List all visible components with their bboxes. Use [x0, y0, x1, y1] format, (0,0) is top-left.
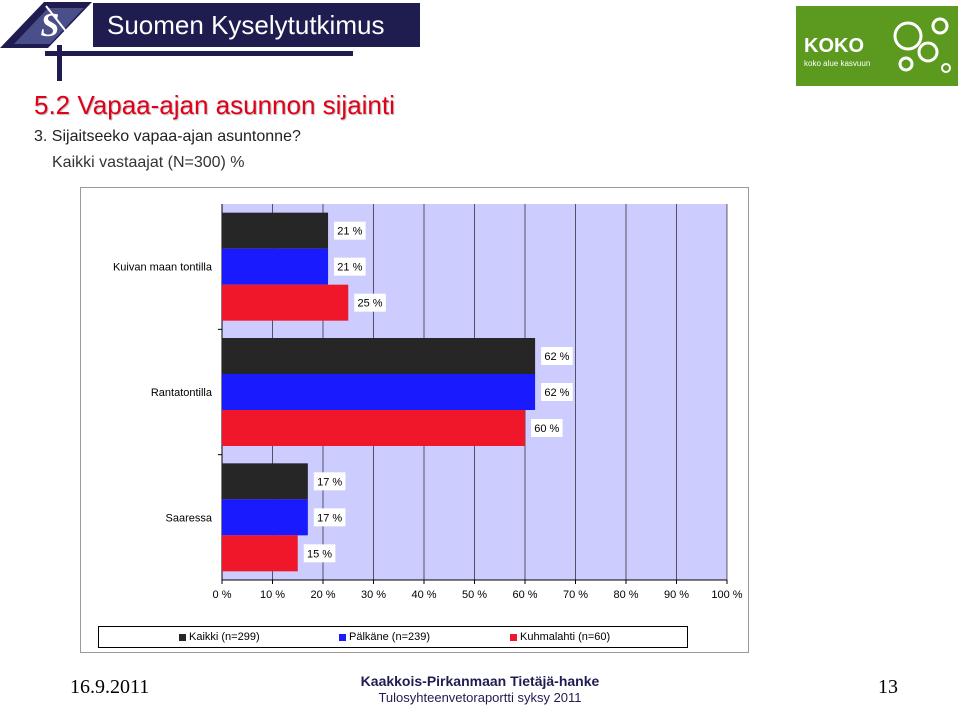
data-label-box	[541, 383, 573, 401]
x-tick-label: 70 %	[563, 589, 588, 601]
bar	[222, 499, 308, 536]
data-label-box	[354, 293, 386, 312]
bar	[222, 535, 298, 572]
data-label: 15 %	[307, 548, 332, 560]
legend-label: Pälkäne (n=239)	[349, 631, 431, 643]
footer-date: 16.9.2011	[70, 676, 150, 698]
x-tick-label: 100 %	[711, 589, 742, 601]
header-divider-vertical	[57, 45, 62, 81]
legend-swatch	[510, 633, 517, 641]
data-label-box	[313, 472, 346, 491]
x-tick-label: 30 %	[361, 589, 386, 601]
legend-swatch	[179, 633, 186, 641]
data-label: 62 %	[544, 351, 569, 363]
data-label-box	[531, 419, 563, 437]
bar	[222, 410, 525, 446]
bar	[222, 248, 329, 285]
data-label-box	[541, 347, 573, 365]
data-label-box	[313, 508, 346, 527]
page-number: 13	[878, 676, 898, 698]
bar	[222, 374, 536, 410]
x-tick-label: 80 %	[613, 589, 638, 601]
footer-project: Kaakkois-Pirkanmaan Tietäjä-hanke	[360, 673, 600, 689]
x-tick-label: 10 %	[260, 589, 285, 601]
legend-item-kuhmalahti: Kuhmalahti (n=60)	[510, 631, 610, 643]
legend-label: Kaikki (n=299)	[189, 631, 260, 643]
svg-text:KOKO: KOKO	[804, 35, 864, 57]
data-label: 21 %	[337, 262, 362, 274]
bar	[222, 463, 308, 500]
company-banner: Suomen Kyselytutkimus Oy	[93, 3, 420, 84]
bar	[222, 284, 349, 321]
x-tick-label: 40 %	[411, 589, 436, 601]
svg-text:koko alue kasvuun: koko alue kasvuun	[804, 59, 870, 68]
x-tick-label: 90 %	[664, 589, 689, 601]
chart-legend: Kaikki (n=299) Pälkäne (n=239) Kuhmalaht…	[98, 626, 688, 648]
x-tick-label: 60 %	[512, 589, 537, 601]
category-label: Rantatontilla	[151, 387, 213, 399]
question-text: 3. Sijaitseeko vapaa-ajan asuntonne?	[34, 128, 301, 145]
x-tick-label: 50 %	[462, 589, 487, 601]
footer-report: Tulosyhteenvetoraportti syksy 2011	[378, 690, 582, 705]
bar	[222, 212, 329, 249]
legend-swatch	[339, 633, 346, 641]
x-tick-label: 0 %	[213, 589, 232, 601]
section-title: 5.2 Vapaa-ajan asunnon sijainti	[34, 90, 395, 120]
bar	[222, 338, 536, 374]
legend-item-palkane: Pälkäne (n=239)	[339, 631, 430, 643]
chart-subtitle: Kaikki vastaajat (N=300) %	[52, 154, 245, 171]
legend-item-kaikki: Kaikki (n=299)	[179, 631, 260, 643]
data-label: 62 %	[544, 387, 569, 399]
data-label: 21 %	[337, 226, 362, 238]
data-label: 17 %	[317, 512, 342, 524]
category-label: Kuivan maan tontilla	[113, 262, 213, 274]
category-label: Saaressa	[166, 512, 213, 524]
koko-logo: KOKO koko alue kasvuun	[796, 6, 958, 86]
legend-label: Kuhmalahti (n=60)	[520, 631, 611, 643]
x-tick-label: 20 %	[310, 589, 335, 601]
data-label: 60 %	[534, 423, 559, 435]
data-label: 17 %	[317, 476, 342, 488]
s-logo-icon: S	[0, 2, 92, 48]
data-label-box	[303, 544, 336, 563]
data-label: 25 %	[358, 298, 383, 310]
header-divider	[45, 51, 353, 56]
data-label-box	[334, 221, 366, 240]
data-label-box	[334, 257, 366, 276]
